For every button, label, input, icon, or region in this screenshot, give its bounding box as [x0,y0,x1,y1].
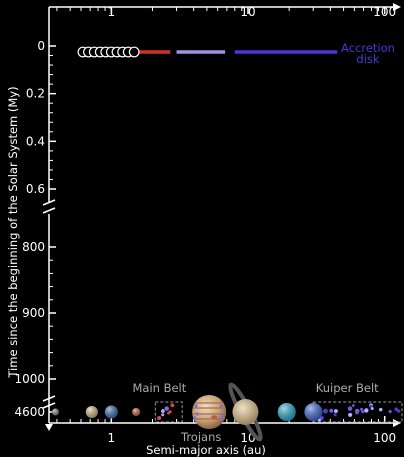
y-axis-break-lower [42,395,56,409]
planet-saturn [228,382,263,442]
y-tick-label: 0 [37,39,45,53]
planet-mars [132,408,141,416]
trojan-asteroid [220,413,224,417]
trojan-asteroid [219,404,223,408]
trojan-asteroid [193,416,197,420]
y-tick-label: 900 [22,306,45,320]
x-tick-label-top: 1 [108,5,116,19]
planet-mercury [51,408,59,416]
x-tick-label-bottom: 1 [108,431,116,445]
trojan-asteroid [194,404,198,408]
x-tick-label-top: 100 [373,5,396,19]
y-tick-label: 0.6 [26,182,45,196]
kuiper-belt-label: Kuiper Belt [316,381,379,395]
main-belt-region [154,401,183,423]
y-tick-label: 0.2 [26,87,45,101]
accretion-disk-label-line1: Accretion [341,41,395,55]
planet-jupiter [192,395,227,429]
x-tick-label-top: 10 [240,5,255,19]
y-tick-label: 0.4 [26,134,45,148]
accretion-disk-label-line2: disk [356,52,379,66]
x-axis-bottom-arrow [393,419,401,427]
x-tick-label-bottom: 100 [373,431,396,445]
planet-venus [85,406,98,418]
y-tick-label: 800 [22,240,45,254]
planetary-embryo [128,46,140,58]
x-axis-label: Semi-major axis (au) [146,443,266,457]
y-tick-label: 1000 [14,372,45,386]
y-tick-label: 4600 [14,405,45,419]
main-belt-label: Main Belt [132,381,186,395]
x-axis-top-arrow [393,3,401,11]
trojans-label: Trojans [180,430,221,444]
y-axis-label: Time since the beginning of the Solar Sy… [6,86,20,378]
planet-neptune [304,403,323,421]
kuiper-belt-region [312,401,403,423]
trojan-asteroid [195,412,199,416]
trojan-asteroid [218,417,223,421]
y-axis-arrow [45,424,53,431]
planet-uranus [277,403,296,421]
y-axis-break [42,199,56,214]
planet-earth [104,405,118,419]
